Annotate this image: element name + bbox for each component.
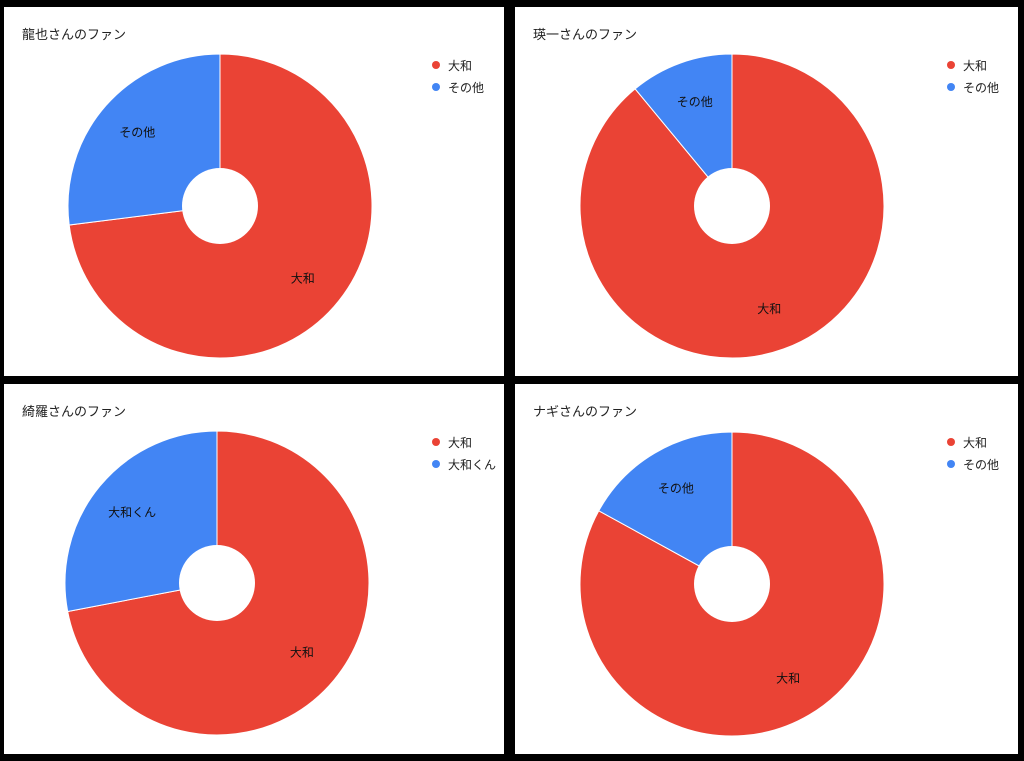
legend-item-red[interactable]: 大和 [947,431,999,453]
legend: 大和 その他 [432,54,484,98]
legend-dot-red [947,438,955,446]
legend-label: 大和 [963,435,988,450]
chart-panel-eiichi: 瑛一さんのファン 大和 その他 大和 その他 [515,7,1018,376]
legend-item-blue[interactable]: その他 [947,76,999,98]
legend-label: その他 [963,80,1000,95]
legend-item-blue[interactable]: その他 [947,453,999,475]
legend-item-red[interactable]: 大和 [947,54,999,76]
legend-label: 大和くん [448,457,497,472]
legend-item-blue[interactable]: その他 [432,76,484,98]
donut-chart-tatsuya: 大和 その他 [67,53,373,359]
slice-label-0: 大和 [291,271,315,285]
chart-title: ナギさんのファン [533,405,638,420]
slice-label-1: その他 [677,95,713,109]
legend-label: 大和 [448,58,473,73]
legend: 大和 その他 [947,54,999,98]
donut-hole [179,545,255,621]
slice-label-1: 大和くん [108,505,156,519]
chart-title: 綺羅さんのファン [22,405,127,420]
legend-dot-red [947,61,955,69]
slice-label-0: 大和 [776,671,800,685]
slice-label-1: その他 [658,482,694,496]
legend-dot-blue [432,460,440,468]
donut-chart-kira: 大和 大和くん [64,430,370,736]
slice-label-0: 大和 [290,646,314,660]
legend-dot-blue [432,83,440,91]
legend-dot-blue [947,460,955,468]
legend: 大和 その他 [947,431,999,475]
pie-slice-1[interactable] [64,430,218,613]
legend-item-red[interactable]: 大和 [432,54,484,76]
pie-slice-1[interactable] [598,431,733,585]
donut-hole [182,168,258,244]
donut-chart-nagi: 大和 その他 [579,431,885,737]
legend-label: 大和 [448,435,473,450]
chart-panel-tatsuya: 龍也さんのファン 大和 その他 大和 その他 [4,7,504,376]
donut-chart-eiichi: 大和 その他 [579,53,885,359]
legend-label: 大和 [963,58,988,73]
pie-slice-1[interactable] [67,53,221,226]
chart-panel-nagi: ナギさんのファン 大和 その他 大和 その他 [515,384,1018,754]
pie-slice-1[interactable] [634,53,733,208]
legend-item-blue[interactable]: 大和くん [432,453,496,475]
slice-label-1: その他 [119,126,155,140]
legend-dot-red [432,61,440,69]
legend: 大和 大和くん [432,431,496,475]
chart-title: 龍也さんのファン [22,28,127,43]
legend-dot-blue [947,83,955,91]
chart-panel-kira: 綺羅さんのファン 大和 大和くん 大和 大和くん [4,384,504,754]
legend-item-red[interactable]: 大和 [432,431,496,453]
legend-label: その他 [963,457,1000,472]
legend-label: その他 [448,80,485,95]
donut-hole [694,546,770,622]
slice-label-0: 大和 [757,302,781,316]
donut-hole [694,168,770,244]
legend-dot-red [432,438,440,446]
chart-title: 瑛一さんのファン [533,28,638,43]
